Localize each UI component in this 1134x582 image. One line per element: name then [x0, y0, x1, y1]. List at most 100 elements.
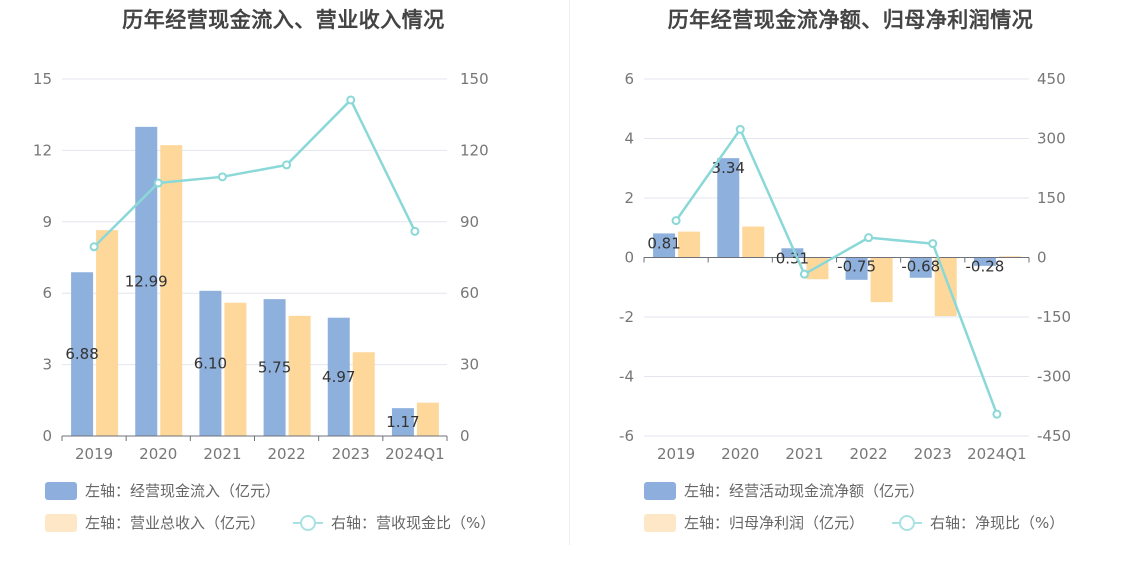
- data-label: 0.81: [647, 234, 680, 252]
- line-point: [992, 409, 1002, 419]
- legend-label: 左轴：经营活动现金流净额（亿元）: [684, 482, 925, 500]
- bar: [870, 257, 893, 303]
- y-right-tick-label: 300: [1037, 130, 1066, 148]
- y-left-tick-label: -6: [619, 427, 634, 445]
- bar: [806, 257, 829, 280]
- line-point: [346, 95, 356, 105]
- line-point: [671, 216, 681, 226]
- data-label: 1.17: [386, 413, 419, 431]
- bar: [845, 257, 868, 280]
- y-right-tick-label: 0: [460, 427, 470, 445]
- line-point: [735, 124, 745, 134]
- x-tick-label: 2020: [139, 445, 177, 463]
- line-point: [410, 226, 420, 236]
- y-right-tick-label: 60: [460, 284, 479, 302]
- y-right-tick-label: 150: [1037, 189, 1066, 207]
- legend-item-net-cash-ratio[interactable]: 右轴：净现比（%）: [892, 512, 1064, 533]
- legend-item-cash-inflow[interactable]: 左轴：经营现金流入（亿元）: [45, 480, 280, 501]
- legend-swatch-icon: [45, 481, 77, 500]
- legend-item-net-profit[interactable]: 左轴：归母净利润（亿元）: [644, 512, 864, 533]
- x-tick-label: 2022: [267, 445, 305, 463]
- x-tick-label: 2021: [785, 445, 823, 463]
- bar: [135, 126, 158, 436]
- bar: [263, 299, 286, 436]
- legend-swatch-icon: [644, 513, 676, 532]
- y-left-tick-label: 6: [42, 284, 52, 302]
- data-label: -0.75: [837, 258, 876, 276]
- data-label: 6.88: [65, 345, 98, 363]
- x-tick-label: 2019: [657, 445, 695, 463]
- y-left-tick-label: 12: [33, 141, 52, 159]
- bar: [71, 272, 94, 436]
- x-tick-label: 2020: [721, 445, 759, 463]
- y-left-tick-label: -2: [619, 308, 634, 326]
- series-line: [93, 97, 417, 248]
- bar: [781, 248, 804, 258]
- x-tick-label: 2023: [332, 445, 370, 463]
- bar: [998, 256, 1021, 258]
- chart-title: 历年经营现金流净额、归母净利润情况: [667, 8, 1034, 32]
- bar: [717, 158, 740, 258]
- y-right-tick-label: 450: [1037, 70, 1066, 88]
- bar: [288, 315, 311, 436]
- y-right-tick-label: 90: [460, 213, 479, 231]
- y-left-tick-label: 4: [624, 130, 634, 148]
- y-right-tick-label: 120: [460, 141, 489, 159]
- y-left-tick-label: 0: [624, 249, 634, 267]
- legend-line-icon: [293, 514, 323, 532]
- bar: [742, 226, 765, 258]
- legend-item-revenue-cash-ratio[interactable]: 右轴：营收现金比（%）: [293, 512, 495, 533]
- legend-line-icon: [892, 514, 922, 532]
- chart-panel-cash-inflow: 历年经营现金流入、营业收入情况 0 3 6 9 12 15 0 30 60 90 120 150 201…: [33, 8, 495, 533]
- chart-title: 历年经营现金流入、营业收入情况: [122, 8, 445, 32]
- y-right-tick-label: -450: [1037, 427, 1071, 445]
- data-label: 12.99: [125, 272, 168, 290]
- line-point: [217, 172, 227, 182]
- bar: [96, 230, 119, 436]
- legend-label: 右轴：净现比（%）: [930, 514, 1065, 532]
- bar: [352, 352, 375, 436]
- chart-panel-net-cash-flow: 历年经营现金流净额、归母净利润情况 -6 -4 -2 0 2 4 6 -450 -300 -150…: [567, 0, 1134, 582]
- y-right-tick-label: 0: [1037, 249, 1047, 267]
- legend-label: 左轴：归母净利润（亿元）: [684, 514, 865, 532]
- y-left-tick-label: -4: [619, 368, 634, 386]
- bar: [678, 231, 701, 258]
- line-point: [282, 160, 292, 170]
- bar: [973, 257, 996, 266]
- bar: [416, 402, 439, 436]
- y-left-tick-label: 0: [42, 427, 52, 445]
- x-tick-label: 2024Q1: [385, 445, 445, 463]
- line-point: [799, 269, 809, 279]
- y-left-tick-label: 6: [624, 70, 634, 88]
- bar: [199, 290, 222, 436]
- bar: [391, 408, 414, 436]
- legend-label: 左轴：经营现金流入（亿元）: [85, 482, 281, 500]
- data-label: 6.10: [194, 354, 227, 372]
- legend-item-net-cash-flow[interactable]: 左轴：经营活动现金流净额（亿元）: [644, 480, 924, 501]
- y-left-tick-label: 15: [33, 70, 52, 88]
- x-tick-label: 2021: [203, 445, 241, 463]
- bar: [909, 257, 932, 278]
- legend-swatch-icon: [644, 481, 676, 500]
- x-tick-label: 2024Q1: [967, 445, 1027, 463]
- legend-item-revenue[interactable]: 左轴：营业总收入（亿元）: [45, 512, 265, 533]
- data-label: -0.68: [901, 258, 940, 276]
- y-left-tick-label: 2: [624, 189, 634, 207]
- bar: [327, 317, 350, 436]
- series-line: [675, 126, 999, 415]
- bar: [653, 233, 676, 258]
- bar: [160, 145, 183, 436]
- y-right-tick-label: 30: [460, 356, 479, 374]
- line-point: [89, 242, 99, 252]
- line-point: [153, 178, 163, 188]
- y-right-tick-label: 150: [460, 70, 489, 88]
- legend-label: 左轴：营业总收入（亿元）: [85, 514, 266, 532]
- line-point: [928, 239, 938, 249]
- y-left-tick-label: 3: [42, 356, 52, 374]
- x-tick-label: 2019: [75, 445, 113, 463]
- x-tick-label: 2022: [849, 445, 887, 463]
- data-label: 4.97: [322, 368, 355, 386]
- bar: [934, 257, 957, 317]
- legend-swatch-icon: [45, 513, 77, 532]
